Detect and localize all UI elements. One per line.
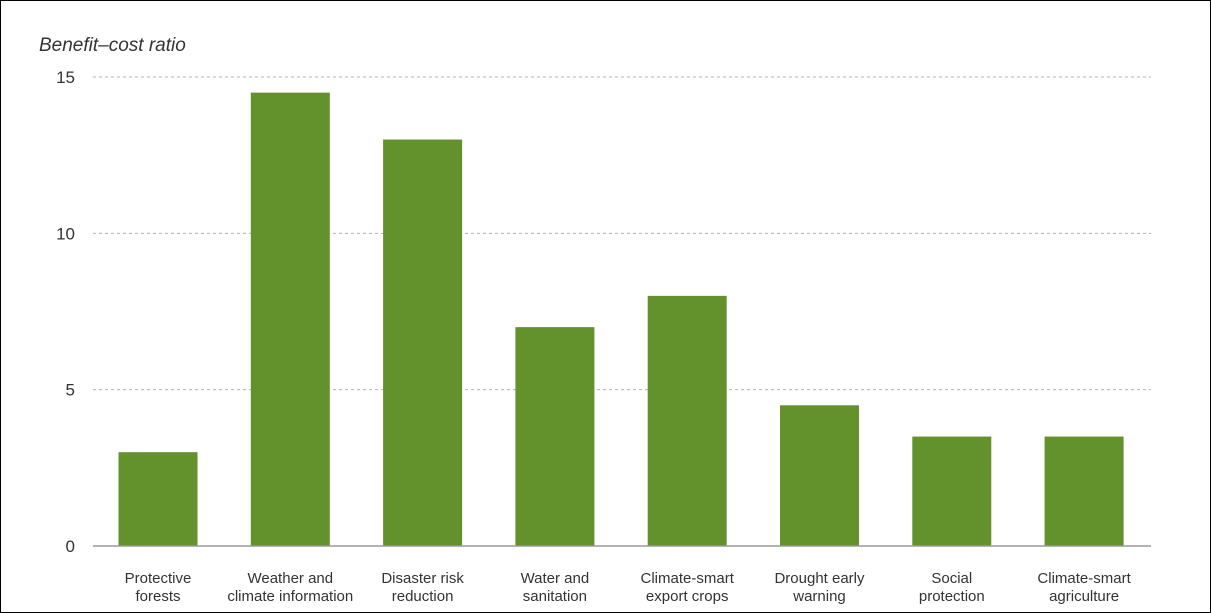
x-tick-label-line: protection	[919, 588, 985, 605]
x-axis-ticks: Protective forests Weather and climate info…	[125, 570, 1132, 605]
y-axis-ticks: 0 5 10 15	[56, 68, 75, 556]
x-tick-label-line: sanitation	[523, 588, 587, 605]
x-tick-label-line: Protective	[125, 570, 192, 587]
x-tick-label-line: Water and	[521, 570, 590, 587]
bar	[912, 436, 992, 546]
bar	[250, 92, 330, 546]
y-tick-label: 10	[56, 224, 75, 243]
x-tick-label-line: Social	[931, 570, 972, 587]
x-tick-label-line: agriculture	[1049, 588, 1119, 605]
x-tick-label-line: warning	[792, 588, 846, 605]
y-axis-label: Benefit–cost ratio	[39, 35, 186, 56]
x-tick-label: Drought early warning	[774, 570, 865, 605]
bar	[118, 452, 198, 546]
y-tick-label: 0	[66, 537, 75, 556]
y-tick-label: 15	[56, 68, 75, 87]
x-tick-label-line: forests	[135, 588, 180, 605]
x-tick-label-line: reduction	[392, 588, 454, 605]
bar	[1044, 436, 1124, 546]
x-tick-label: Weather and climate information	[227, 570, 353, 605]
x-tick-label-line: Disaster risk	[381, 570, 464, 587]
bar	[647, 295, 727, 546]
bar	[780, 405, 859, 546]
x-tick-label-line: climate information	[227, 588, 353, 605]
x-tick-label: Social protection	[919, 570, 985, 605]
x-tick-label: Water and sanitation	[521, 570, 590, 605]
x-tick-label: Climate-smart export crops	[641, 570, 735, 605]
x-tick-label-line: Climate-smart	[1037, 570, 1131, 587]
x-tick-label-line: Drought early	[774, 570, 865, 587]
bar	[383, 139, 463, 547]
y-tick-label: 5	[66, 381, 75, 400]
x-tick-label: Disaster risk reduction	[381, 570, 464, 605]
bar	[515, 327, 595, 546]
x-tick-label-line: Climate-smart	[641, 570, 735, 587]
x-tick-label-line: export crops	[646, 588, 729, 605]
bars	[118, 92, 1124, 547]
x-tick-label: Protective forests	[125, 570, 192, 605]
x-tick-label: Climate-smart agriculture	[1037, 570, 1131, 605]
x-tick-label-line: Weather and	[247, 570, 333, 587]
